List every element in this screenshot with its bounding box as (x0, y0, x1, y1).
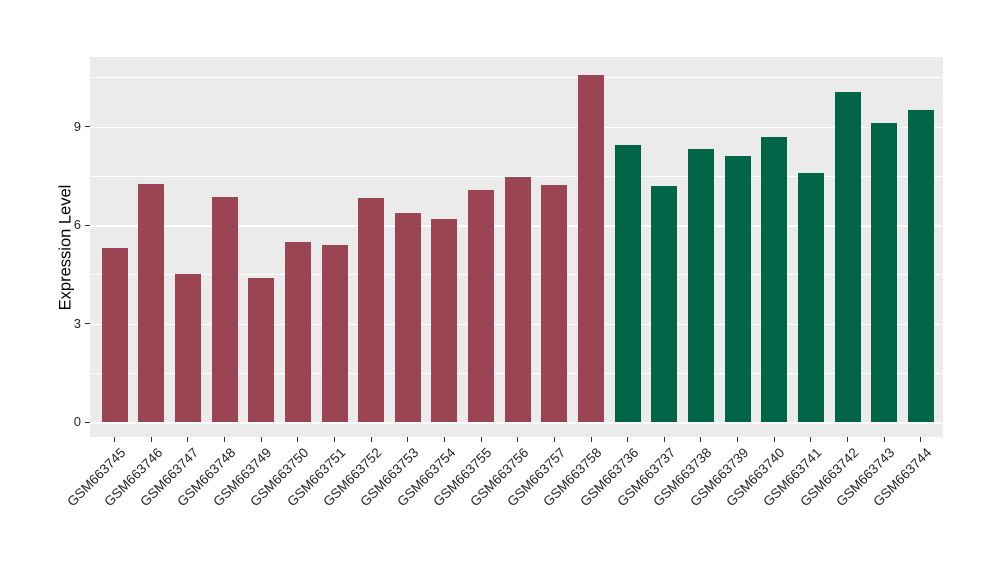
bar-GSM663744 (907, 109, 934, 423)
x-tick-mark (810, 437, 812, 442)
y-tick-label: 9 (73, 118, 81, 134)
bar-GSM663743 (871, 123, 898, 423)
bar-GSM663742 (834, 91, 861, 423)
x-tick-mark (590, 437, 592, 442)
bar-GSM663754 (431, 218, 458, 423)
x-tick-mark (773, 437, 775, 442)
bar-GSM663753 (394, 213, 421, 423)
x-tick-mark (847, 437, 848, 442)
bar-GSM663751 (321, 244, 348, 423)
bar-GSM663741 (797, 173, 824, 423)
bar-GSM663750 (284, 241, 311, 423)
y-tick-label: 0 (73, 414, 81, 430)
gridline-major (90, 422, 943, 424)
y-axis-title: Expression Level (56, 184, 75, 311)
x-tick-mark (260, 437, 262, 442)
gridline-major (90, 126, 943, 129)
x-tick-mark (114, 437, 116, 442)
x-tick-mark (700, 437, 702, 442)
x-tick-mark (737, 437, 739, 442)
bar-GSM663755 (468, 190, 495, 423)
x-tick-mark (334, 437, 336, 442)
bar-GSM663758 (578, 74, 605, 423)
gridline-minor (90, 175, 943, 177)
bar-GSM663747 (174, 274, 201, 423)
bar-GSM663740 (761, 137, 788, 423)
x-tick-mark (224, 437, 226, 442)
x-tick-mark (407, 437, 409, 442)
y-tick-mark (85, 224, 90, 226)
bar-GSM663737 (651, 185, 678, 423)
bar-GSM663746 (138, 183, 165, 423)
bar-GSM663757 (541, 184, 568, 423)
x-tick-mark (517, 437, 519, 442)
y-tick-mark (85, 126, 90, 128)
bar-GSM663739 (724, 156, 751, 423)
x-tick-mark (297, 437, 299, 442)
x-tick-mark (553, 437, 555, 442)
y-tick-mark (85, 421, 90, 423)
bar-GSM663736 (614, 144, 641, 423)
y-tick-mark (85, 323, 90, 325)
x-tick-mark (920, 437, 922, 442)
y-tick-label: 6 (73, 217, 81, 233)
x-tick-mark (187, 437, 189, 442)
x-tick-mark (883, 437, 885, 442)
bar-GSM663752 (358, 198, 385, 423)
x-tick-mark (663, 437, 665, 442)
bar-GSM663749 (248, 277, 275, 423)
y-tick-label: 3 (73, 315, 81, 331)
bar-GSM663756 (504, 176, 531, 423)
bar-GSM663738 (687, 148, 714, 423)
x-tick-mark (480, 437, 482, 442)
x-tick-mark (370, 437, 372, 442)
x-tick-mark (627, 437, 629, 442)
bar-GSM663748 (211, 197, 238, 423)
x-tick-mark (443, 437, 445, 442)
x-tick-mark (150, 437, 152, 442)
gridline-minor (90, 77, 943, 79)
plot-panel (90, 57, 943, 437)
bar-GSM663745 (101, 248, 128, 423)
